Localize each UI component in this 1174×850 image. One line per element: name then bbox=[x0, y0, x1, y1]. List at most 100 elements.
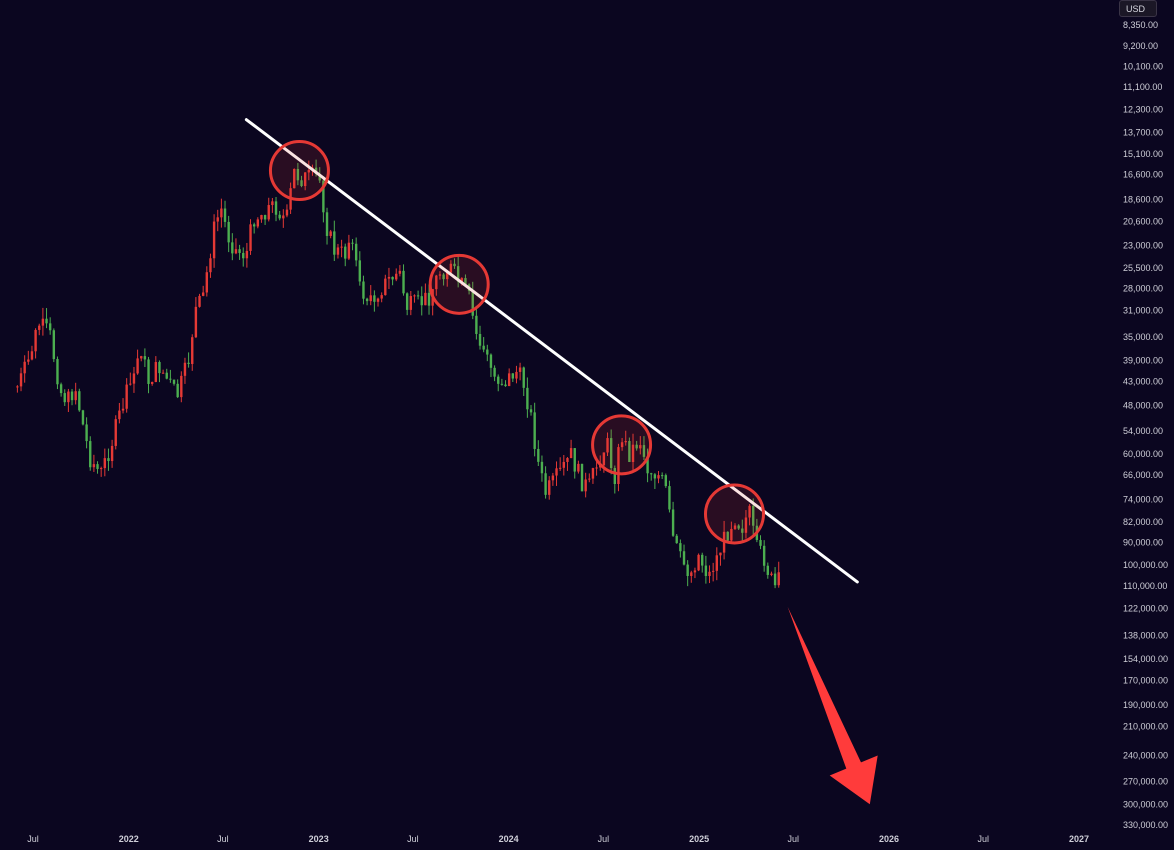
candle-body bbox=[351, 242, 354, 244]
candle-body bbox=[391, 276, 394, 280]
candle-body bbox=[715, 555, 719, 571]
candle-body bbox=[212, 221, 216, 259]
candle-body bbox=[161, 372, 165, 374]
candle bbox=[103, 448, 107, 477]
currency-badge[interactable]: USD bbox=[1119, 0, 1157, 17]
candle bbox=[456, 255, 460, 288]
candle bbox=[205, 266, 209, 297]
candle-body bbox=[81, 410, 85, 425]
candle bbox=[329, 229, 332, 239]
candle-body bbox=[59, 384, 63, 394]
candle bbox=[642, 436, 646, 461]
time-tick-label: 2023 bbox=[309, 834, 329, 844]
candle bbox=[274, 197, 278, 222]
candle bbox=[591, 467, 595, 484]
candle-body bbox=[511, 373, 515, 379]
time-tick-label: 2026 bbox=[879, 834, 899, 844]
candle bbox=[303, 172, 307, 191]
candle-body bbox=[384, 278, 387, 296]
candle bbox=[387, 267, 391, 290]
candle-body bbox=[85, 424, 88, 442]
time-axis[interactable]: Jul 2022 Jul 2023 Jul 2024 Jul 2025 Jul 2026 Jul 20… bbox=[27, 834, 1089, 844]
candle-body bbox=[234, 249, 238, 254]
candle bbox=[384, 274, 387, 296]
candle bbox=[307, 160, 311, 181]
candle bbox=[395, 268, 398, 282]
candle-body bbox=[697, 554, 700, 571]
candle bbox=[293, 168, 296, 189]
highlight-circle[interactable] bbox=[703, 483, 765, 545]
candle-body bbox=[140, 356, 143, 359]
highlight-circle[interactable] bbox=[428, 253, 490, 315]
candle-body bbox=[489, 354, 493, 368]
candle-body bbox=[548, 480, 551, 495]
candle-body bbox=[336, 247, 340, 255]
candle-body bbox=[333, 231, 336, 255]
price-tick-label: 11,100.00 bbox=[1123, 82, 1162, 92]
candle bbox=[671, 501, 675, 537]
candle-body bbox=[657, 475, 660, 479]
candle-body bbox=[242, 252, 245, 259]
highlight-circle[interactable] bbox=[268, 140, 330, 202]
candle bbox=[118, 402, 121, 424]
candle-body bbox=[566, 458, 569, 462]
candle-body bbox=[398, 270, 402, 274]
candle bbox=[730, 521, 733, 544]
price-tick-label: 154,000.00 bbox=[1123, 654, 1168, 664]
candle bbox=[657, 470, 660, 484]
candle-body bbox=[482, 345, 485, 350]
candle-body bbox=[653, 474, 657, 479]
candle bbox=[19, 367, 23, 392]
candle bbox=[413, 294, 416, 303]
candle bbox=[442, 272, 445, 286]
candle bbox=[518, 362, 522, 381]
highlight-circle[interactable] bbox=[591, 414, 653, 476]
candle-body bbox=[183, 362, 187, 376]
candle bbox=[558, 457, 562, 471]
candle bbox=[486, 344, 489, 362]
candle-body bbox=[507, 373, 511, 387]
candle-body bbox=[569, 448, 573, 459]
candle bbox=[664, 473, 668, 488]
candle-body bbox=[471, 290, 474, 316]
candle-body bbox=[172, 379, 176, 384]
candle bbox=[682, 544, 686, 566]
candle-body bbox=[107, 458, 110, 462]
candle bbox=[548, 476, 551, 500]
candle bbox=[668, 480, 671, 513]
candle-body bbox=[609, 438, 613, 469]
candle-body bbox=[577, 463, 580, 472]
candle bbox=[748, 504, 751, 526]
candle bbox=[653, 473, 657, 489]
candle-body bbox=[591, 468, 595, 479]
candle-body bbox=[773, 573, 777, 586]
candle-body bbox=[285, 209, 289, 216]
price-tick-label: 270,000.00 bbox=[1123, 776, 1168, 786]
price-tick-label: 16,600.00 bbox=[1123, 170, 1163, 180]
candle-body bbox=[118, 410, 121, 420]
time-tick-label: Jul bbox=[788, 834, 800, 844]
price-axis[interactable]: 8,350.00 9,200.00 10,100.00 11,100.00 12,300… bbox=[1123, 20, 1168, 830]
candle bbox=[78, 388, 81, 412]
trend-line[interactable] bbox=[244, 118, 859, 584]
candle bbox=[770, 571, 773, 577]
candle bbox=[704, 555, 708, 584]
candle-body bbox=[682, 551, 686, 565]
time-tick-label: 2027 bbox=[1069, 834, 1089, 844]
candle bbox=[336, 243, 340, 259]
down-arrow-icon[interactable] bbox=[787, 606, 878, 805]
candle-body bbox=[540, 461, 544, 474]
price-tick-label: 210,000.00 bbox=[1123, 722, 1168, 732]
candle-body bbox=[413, 295, 416, 297]
candle-body bbox=[668, 486, 671, 510]
candle bbox=[147, 356, 150, 394]
candle bbox=[30, 345, 34, 361]
candle bbox=[453, 258, 456, 269]
candle-body bbox=[89, 441, 92, 468]
candle-body bbox=[278, 214, 281, 219]
candle-body bbox=[478, 333, 482, 346]
price-tick-label: 25,500.00 bbox=[1123, 263, 1163, 273]
price-tick-label: 138,000.00 bbox=[1123, 630, 1168, 640]
